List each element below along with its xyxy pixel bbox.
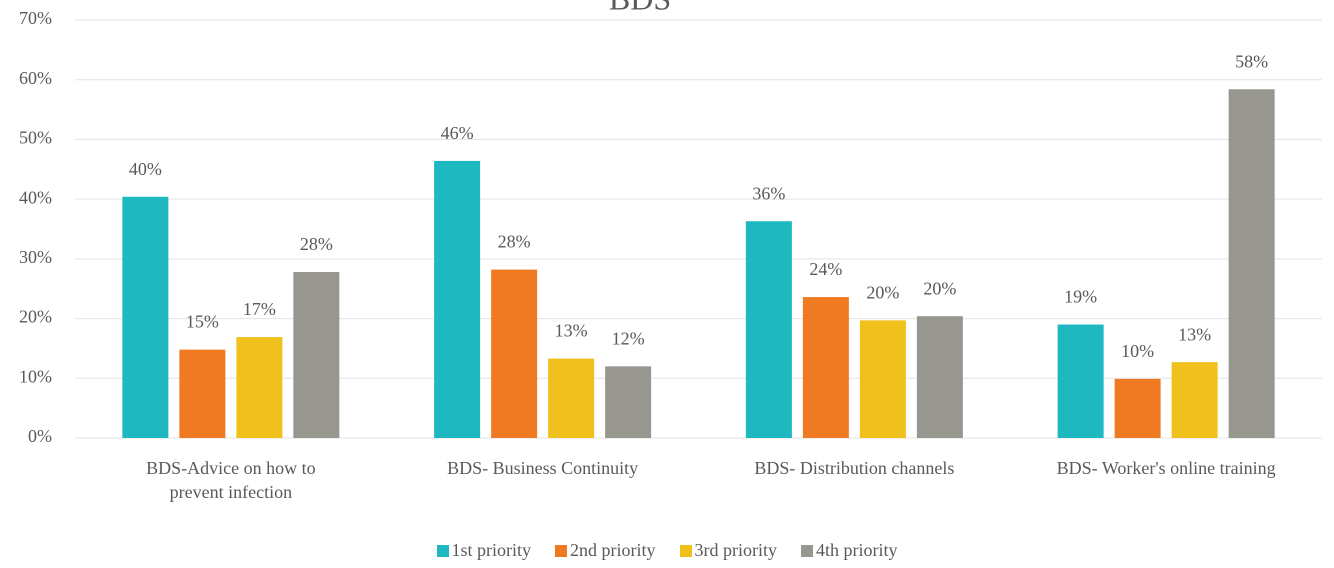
legend-item: 1st priority [436, 540, 532, 561]
bar [434, 160, 481, 438]
bar [916, 316, 963, 438]
legend-item: 2nd priority [555, 540, 656, 561]
bar [293, 271, 340, 438]
legend-swatch [801, 544, 813, 557]
data-label: 19% [1064, 287, 1097, 307]
y-tick-label: 10% [19, 366, 52, 386]
legend-label: 1st priority [451, 540, 532, 560]
data-label: 36% [752, 183, 785, 203]
data-label: 17% [243, 299, 276, 319]
bar [491, 269, 538, 438]
data-label: 13% [555, 321, 588, 341]
legend: 1st priority 2nd priority 3rd priority 4th … [0, 540, 1334, 561]
bar [802, 297, 849, 438]
legend-label: 4th priority [816, 540, 898, 560]
bar [122, 196, 169, 438]
data-label: 46% [441, 123, 474, 143]
y-tick-label: 20% [19, 307, 52, 327]
legend-label: 2nd priority [570, 540, 656, 560]
y-tick-label: 30% [19, 247, 52, 267]
data-label: 20% [866, 282, 899, 302]
bar [548, 358, 595, 438]
x-tick-label: BDS-Advice on how to prevent infection [146, 458, 316, 502]
y-tick-label: 60% [19, 68, 52, 88]
data-label: 28% [300, 234, 333, 254]
data-label: 15% [186, 312, 219, 332]
bar [605, 366, 652, 438]
data-label: 10% [1121, 341, 1154, 361]
y-tick-label: 40% [19, 187, 52, 207]
legend-swatch [555, 544, 567, 557]
data-label: 12% [612, 328, 645, 348]
y-tick-label: 0% [28, 426, 52, 446]
data-label: 40% [129, 159, 162, 179]
data-label: 13% [1178, 324, 1211, 344]
data-label: 20% [923, 278, 956, 298]
data-label: 58% [1235, 51, 1268, 71]
bar [1228, 89, 1275, 439]
y-tick-label: 70% [19, 8, 52, 28]
bar [179, 349, 226, 438]
x-tick-label: BDS- Distribution channels [754, 458, 955, 478]
legend-item: 4th priority [801, 540, 898, 561]
bar [1114, 378, 1161, 438]
x-tick-label: BDS- Business Continuity [447, 458, 639, 478]
legend-item: 3rd priority [679, 540, 778, 561]
chart-title: BDS [609, 0, 671, 16]
bar [1171, 362, 1218, 438]
data-label: 28% [498, 232, 531, 252]
bar [1057, 324, 1104, 438]
bar [859, 320, 906, 438]
legend-swatch [679, 544, 692, 557]
legend-label: 3rd priority [694, 540, 778, 560]
legend-swatch [436, 544, 449, 557]
data-label: 24% [809, 259, 842, 279]
bar [745, 221, 792, 438]
y-tick-label: 50% [19, 128, 52, 148]
bar [236, 337, 283, 438]
x-tick-label: BDS- Worker's online training [1056, 458, 1276, 478]
